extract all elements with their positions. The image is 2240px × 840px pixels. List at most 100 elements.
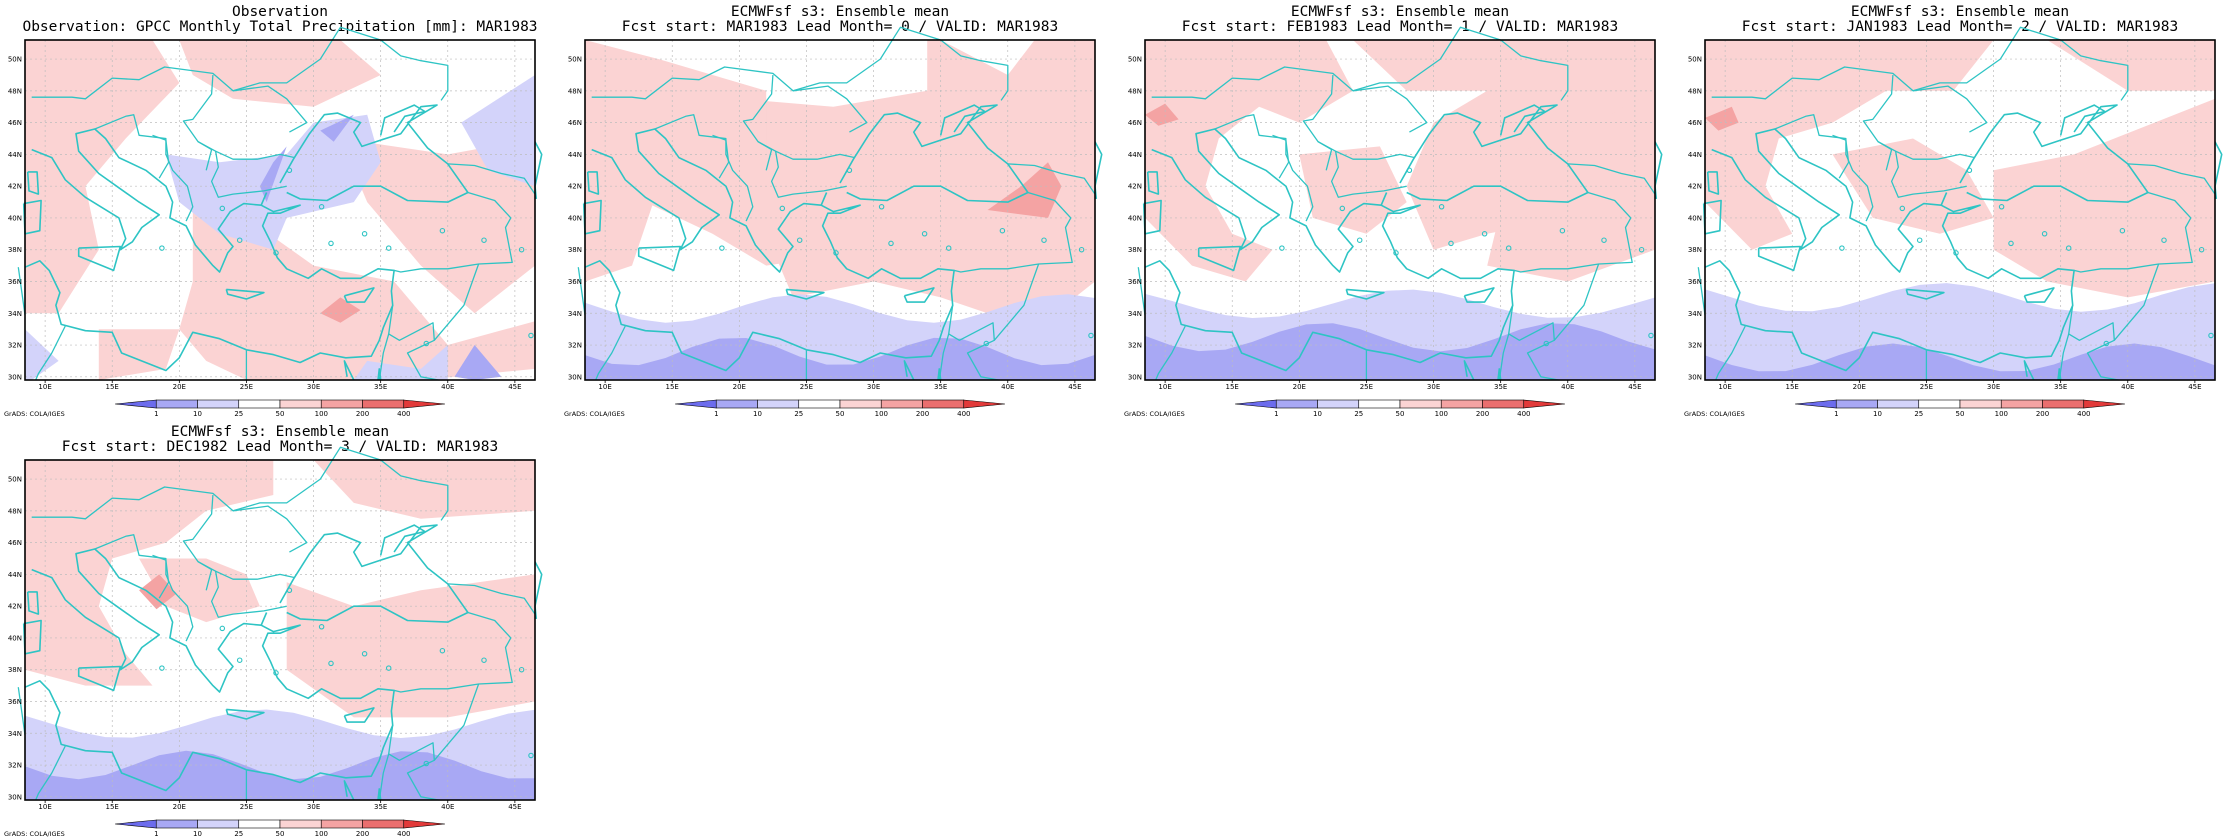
coastline [343,360,355,381]
longitude-tick-label: 40E [441,803,454,811]
precip-region [179,40,381,107]
border-line [1697,267,1706,315]
island [1638,246,1645,253]
colorbar-segment [197,819,240,829]
axis-labels: 10E 15E 20E 25E 30E 35E 40E 45E 30N 32N 34N 36N 38N 4… [568,56,1082,391]
map-frame [1704,39,2216,381]
island [2041,231,2048,237]
coastline [1654,141,1663,199]
precip-region [461,75,535,187]
precip-region [320,114,354,142]
shading-layer [25,460,535,800]
island [286,587,293,594]
precip-region [25,460,274,686]
colorbar-segment [1918,399,1961,409]
longitude-tick-label: 20E [173,803,186,811]
coastline [1905,288,1945,300]
map-panel-lead-3: ECMWFsf s3: Ensemble mean Fcst start: DE… [0,420,560,840]
colorbar-label: 100 [315,410,328,418]
longitude-tick-label: 10E [1158,383,1171,391]
border-line [2086,339,2119,381]
island [999,227,1006,234]
panel-title: ECMWFsf s3: Ensemble mean [730,4,950,20]
panel-title: ECMWFsf s3: Ensemble mean [1850,4,2070,20]
coastline [1757,245,1802,272]
border-line [757,141,773,171]
precipitation-map: 10E 15E 20E 25E 30E 35E 40E 45E 30N 32N 34N 36N 38N 4… [1124,26,1663,418]
latitude-tick-label: 36N [1688,278,1702,286]
island [983,340,990,347]
precip-region [1832,138,1994,234]
colorbar-arrow-high [2083,399,2126,409]
coastline [903,360,915,381]
precip-region [139,574,177,610]
latitude-tick-label: 48N [8,87,22,95]
precip-region [2047,40,2215,91]
island [361,651,368,657]
border-line [447,583,536,615]
border-line [775,150,855,160]
island [1839,245,1845,251]
border-line [1272,134,1290,179]
coastline [26,171,40,195]
island [888,240,894,247]
coastline-layer [1137,26,1663,381]
colorbar-arrow-low [1234,399,1277,409]
island [2198,246,2205,253]
latitude-tick-label: 42N [568,183,582,191]
colorbar-label: 50 [1956,410,1965,418]
colorbar-label: 200 [356,410,369,418]
border-line [152,554,170,599]
latitude-tick-label: 36N [568,278,582,286]
latitude-tick-label: 34N [1128,310,1142,318]
border-line [31,66,308,133]
latitude-tick-label: 30N [1128,373,1142,381]
panel-title: ECMWFsf s3: Ensemble mean [1290,4,1510,20]
island [236,237,243,243]
island [921,231,928,237]
longitude-tick-label: 30E [307,383,320,391]
latitude-tick-label: 38N [1688,246,1702,254]
coastline [225,288,265,300]
border-line [591,66,868,133]
colorbar-label: 400 [957,410,970,418]
border-line [182,494,287,618]
colorbar-segment [880,399,923,409]
latitude-tick-label: 30N [568,373,582,381]
island [328,240,334,247]
colorbar-label: 1 [1834,410,1838,418]
border-line [1895,150,1975,160]
panel-subtitle: Fcst start: JAN1983 Lead Month= 2 / VALI… [1741,19,2179,35]
longitude-tick-label: 15E [106,383,119,391]
colorbar-label: 400 [1517,410,1530,418]
coastline-layer [17,446,543,801]
panel-subtitle: Observation: GPCC Monthly Total Precipit… [22,19,538,35]
precipitation-map: 10E 15E 20E 25E 30E 35E 40E 45E 30N 32N 34N 36N 38N 4… [564,26,1103,418]
coastline [1399,104,1589,203]
longitude-tick-label: 10E [598,383,611,391]
panel-subtitle: Fcst start: MAR1983 Lead Month= 0 / VALI… [621,19,1059,35]
coastline [379,104,426,136]
coastline [1711,128,1948,273]
island [846,167,853,174]
border-line [35,745,66,801]
latitude-tick-label: 48N [8,507,22,515]
border-line [1715,325,1746,381]
border-line [1214,114,1314,222]
grads-credit: GrADS: COLA/IGES [1124,410,1185,418]
island [1505,245,1512,251]
colorbar-label: 1 [1274,410,1278,418]
longitude-tick-label: 45E [508,383,521,391]
precip-region [1705,343,2215,380]
island [1339,205,1346,212]
longitude-tick-label: 25E [1920,383,1933,391]
colorbar-label: 200 [356,830,369,838]
longitude-tick-label: 35E [374,803,387,811]
border-line [182,74,287,198]
longitude-tick-label: 40E [1001,383,1014,391]
colorbar-arrow-high [403,399,446,409]
coastline [343,287,375,303]
coastline [2059,104,2106,136]
colorbar-label: 50 [836,410,845,418]
border-line [406,759,439,801]
